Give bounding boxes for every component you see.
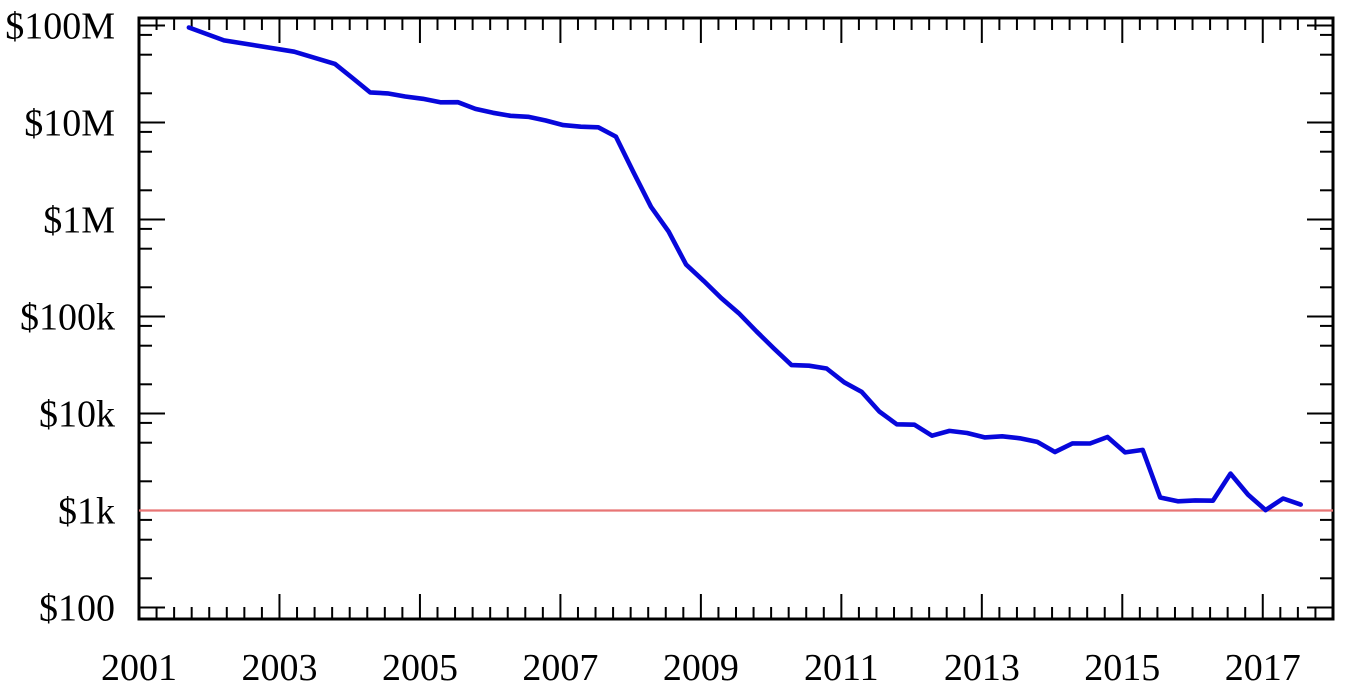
x-axis-tick-label: 2001 [101,647,177,689]
y-axis-tick-label: $100M [5,6,115,48]
y-axis-tick-label: $1k [58,491,115,533]
y-axis-tick-label: $10k [39,394,115,436]
x-axis-tick-label: 2007 [522,647,598,689]
plot-frame [137,16,1335,621]
x-axis-tick-label: 2009 [663,647,739,689]
x-axis-tick-label: 2015 [1084,647,1160,689]
y-axis-tick-label: $1M [43,200,115,242]
x-axis-tick-label: 2005 [382,647,458,689]
y-axis-tick-label: $100k [20,297,115,339]
y-axis-tick-label: $10M [24,103,115,145]
x-axis-tick-label: 2013 [944,647,1020,689]
y-axis-tick-label: $100 [39,588,115,630]
cost-data-line [186,25,1303,513]
x-axis-tick-label: 2011 [804,647,879,689]
x-axis-tick-label: 2003 [241,647,317,689]
x-axis-tick-label: 2017 [1225,647,1301,689]
